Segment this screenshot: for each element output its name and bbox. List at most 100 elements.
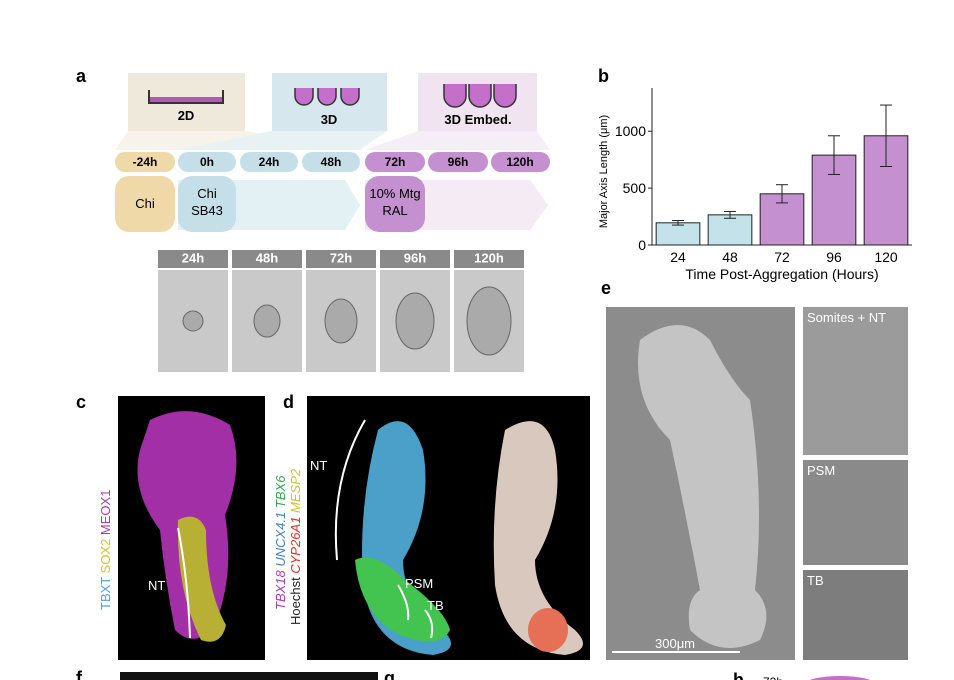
stain: TBX6 [273,475,288,508]
organoid [466,286,512,356]
embryo [809,676,871,680]
x-axis-label: Time Post-Aggregation (Hours) [685,266,878,282]
region-label: NT [310,458,327,473]
region-label: TB [427,598,444,613]
condition: Chi [197,186,217,201]
condition-box [115,176,175,232]
x-tick-label: 24 [670,249,686,265]
time-label: 48h [321,155,342,169]
pill [240,152,298,172]
micrograph [120,672,378,680]
stain-legend: TBXT SOX2 MEOX1 [98,490,113,610]
stain: SOX2 [98,539,113,574]
dish-media [150,97,222,102]
sem-inset [803,307,908,455]
x-tick-label: 120 [874,249,898,265]
panel-letter: c [76,392,86,412]
image-label: 24h [182,250,204,265]
time-label: 72h [385,155,406,169]
time-label: -24h [133,155,158,169]
pill [115,152,175,172]
embryo [638,325,767,648]
image-header [158,250,228,268]
organoid [253,304,281,338]
condition-box [178,176,236,232]
stain-legend: TBX18 UNCX4.1 TBX6 [273,475,288,610]
image-label: 72h [330,250,352,265]
organoid [324,298,358,344]
panel-letter: h [733,670,744,680]
panel-letter: a [76,66,87,86]
panel-letter: g [384,668,395,680]
image-label: 96h [404,250,426,265]
sem-inset [803,570,908,660]
stain: TBX18 [273,569,288,610]
condition: 10% Mtg [369,186,420,201]
pill [491,152,550,172]
sem-inset [803,460,908,565]
panel-letter: d [283,392,294,412]
stain-legend: Hoechst CYP26A1 MESP2 [288,468,303,625]
time-label: 0h [200,155,214,169]
funnel [365,131,550,150]
condition-box [365,176,425,232]
image-header [454,250,524,268]
image-header [232,250,302,268]
organoid [182,310,204,332]
panel-letter: e [601,278,611,298]
panel-letter: f [76,668,83,680]
stain: CYP26A1 [288,517,303,574]
inset-label: Somites + NT [807,310,886,325]
stain: MEOX1 [98,490,113,536]
inset-label: TB [807,573,824,588]
culture-label: 3D Embed. [444,112,511,127]
embryo [355,421,583,655]
region-label: NT [148,578,165,593]
condition: RAL [382,203,407,218]
annotation-line [397,584,434,639]
stain: Hoechst [288,577,303,625]
pill [428,152,488,172]
pill [365,152,425,172]
funnel [178,131,387,150]
y-tick-label: 0 [638,237,646,253]
x-tick-label: 72 [774,249,790,265]
pill [178,152,236,172]
bar [707,214,753,246]
time-label: 24h [259,155,280,169]
stain: TBXT [98,577,113,610]
time-label: 120h [506,155,533,169]
stain: MESP2 [288,468,303,513]
condition: SB43 [191,203,223,218]
pill [302,152,360,172]
y-tick-label: 500 [623,180,647,196]
culture-label: 3D [321,112,338,127]
annotation-line [334,419,366,561]
annotation-line [177,527,191,639]
y-axis-label: Major Axis Length (μm) [598,115,610,228]
culture-label: 2D [178,108,195,123]
image-strip: 24h 48h 72h 96h 120h [158,250,524,372]
organoid [395,292,435,350]
image-header [380,250,450,268]
x-tick-label: 96 [826,249,842,265]
time-label: 96h [448,155,469,169]
image-label: 120h [474,250,504,265]
scale-label: 300μm [655,636,695,651]
y-tick-label: 1000 [615,123,646,139]
panel-letter: b [598,66,609,86]
stain: UNCX4.1 [273,512,288,567]
bar [655,222,701,246]
x-tick-label: 48 [722,249,738,265]
inset-label: PSM [807,463,835,478]
condition: Chi [135,196,155,211]
image-label: 48h [256,250,278,265]
wells [294,84,517,108]
timeline: -24h 0h 24h 48h 72h 96h 120h [115,152,550,172]
dish [148,90,224,104]
time-label: 72h [763,675,783,680]
image-header [306,250,376,268]
embryo [137,411,237,642]
